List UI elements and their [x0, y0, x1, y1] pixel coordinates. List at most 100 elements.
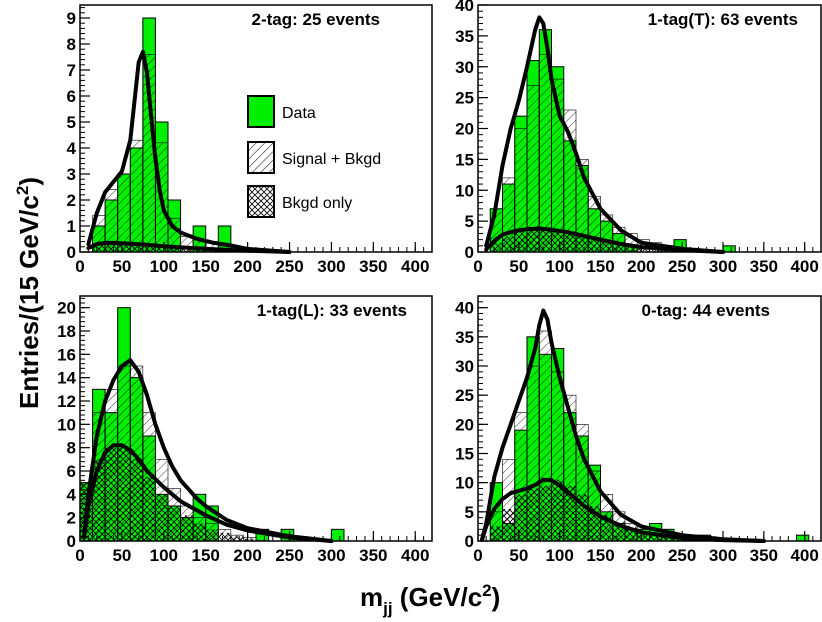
y-tick-label: 0 — [67, 243, 76, 262]
bkgd-bar — [625, 247, 638, 252]
x-tick-label: 50 — [509, 257, 528, 276]
y-tick-label: 40 — [455, 0, 474, 15]
y-tick-label: 0 — [465, 243, 474, 262]
x-tick-label: 150 — [192, 257, 220, 276]
bkgd-bar — [527, 229, 540, 252]
x-tick-label: 100 — [150, 257, 178, 276]
x-tick-label: 200 — [627, 546, 655, 565]
x-tick-label: 200 — [233, 546, 261, 565]
bkgd-bar — [205, 529, 219, 541]
y-tick-label: 16 — [57, 345, 76, 364]
x-tick-label: 0 — [473, 546, 482, 565]
bkgd-bar — [117, 242, 131, 252]
x-tick-label: 400 — [401, 257, 429, 276]
y-axis-title: Entries/(15 GeV/c2) — [13, 177, 44, 409]
y-tick-label: 25 — [455, 386, 474, 405]
bkgd-bar — [193, 523, 206, 541]
x-tick-label: 400 — [790, 257, 818, 276]
y-tick-label: 1 — [67, 217, 76, 236]
bkgd-bar — [563, 232, 576, 252]
legend-data-label: Data — [282, 105, 316, 122]
x-tick-label: 350 — [750, 546, 778, 565]
x-tick-label: 250 — [275, 257, 303, 276]
bkgd-bar — [130, 459, 143, 541]
y-tick-label: 5 — [465, 212, 474, 231]
y-tick-label: 8 — [67, 439, 76, 458]
x-tick-label: 200 — [233, 257, 261, 276]
y-tick-label: 3 — [67, 165, 76, 184]
bkgd-bar — [168, 506, 181, 541]
bkgd-bar — [661, 536, 674, 541]
panel-2tag: 0 1 2 3 4 5 6 7 8 9 0 50 100 150 200 250 300 350 400 2-tag:… — [67, 4, 433, 276]
bkgd-bar — [649, 250, 662, 252]
bkgd-bar — [180, 248, 194, 252]
bkgd-bar — [600, 241, 613, 252]
x-tick-label: 350 — [359, 546, 387, 565]
x-tick-label: 300 — [709, 257, 737, 276]
bkgd-bar — [551, 479, 564, 541]
bkgd-bar — [130, 244, 143, 252]
legend: Data Signal + Bkgd Bkgd only — [247, 95, 381, 218]
y-tick-label: 2 — [67, 509, 76, 528]
bkgd-bar — [588, 238, 601, 252]
data-bar — [796, 534, 810, 542]
data-bar — [722, 245, 736, 253]
bkgd-bar — [180, 515, 194, 541]
y-tick-label: 15 — [455, 445, 474, 464]
bkgd-bar — [243, 538, 256, 541]
y-tick-label: 4 — [67, 485, 77, 504]
bkgd-fit-curve — [86, 240, 292, 254]
bkgd-bar — [514, 232, 527, 252]
bkgd-bar — [563, 485, 576, 541]
bkgd-bar — [92, 244, 106, 252]
y-tick-label: 2 — [67, 191, 76, 210]
legend-signal-swatch — [247, 141, 275, 174]
x-tick-label: 200 — [627, 257, 655, 276]
y-tick-label: 10 — [57, 415, 76, 434]
x-tick-label: 150 — [192, 546, 220, 565]
bkgd-bar — [230, 536, 244, 541]
y-tick-label: 0 — [67, 532, 76, 551]
signal-bkgd-bar — [117, 173, 131, 253]
total-fit-curve — [484, 15, 725, 254]
bkgd-bar — [502, 508, 515, 541]
total-fit-curve — [86, 49, 292, 254]
bkgd-bar — [105, 447, 118, 541]
bkgd-fit-curve — [82, 443, 334, 543]
legend-bkgd-label: Bkgd only — [282, 195, 352, 212]
x-axis-title: mjj (GeV/c2) — [360, 581, 500, 618]
x-tick-label: 300 — [709, 546, 737, 565]
bkgd-bar — [490, 526, 503, 541]
x-tick-label: 350 — [750, 257, 778, 276]
bkgd-bar — [490, 242, 503, 252]
bkgd-bar — [142, 244, 156, 252]
x-tick-label: 400 — [401, 546, 429, 565]
bkgd-bar — [612, 244, 625, 252]
signal-bkgd-bar — [538, 54, 552, 253]
y-tick-label: 35 — [455, 27, 474, 46]
x-tick-label: 0 — [473, 257, 482, 276]
bkgd-bar — [576, 235, 589, 252]
y-tick-label: 4 — [67, 139, 77, 158]
y-tick-label: 15 — [455, 150, 474, 169]
bkgd-bar — [105, 242, 118, 252]
bkgd-bar — [142, 476, 156, 541]
bkgd-bar — [155, 245, 168, 252]
y-tick-label: 14 — [57, 369, 76, 388]
x-tick-label: 50 — [509, 546, 528, 565]
bkgd-bar — [637, 248, 650, 252]
y-tick-label: 0 — [465, 532, 474, 551]
panel-title: 1-tag(L): 33 events — [257, 301, 407, 320]
x-tick-label: 100 — [545, 546, 573, 565]
panel-title: 1-tag(T): 63 events — [648, 10, 798, 29]
bkgd-fit-curve — [480, 477, 766, 543]
x-tick-label: 100 — [545, 257, 573, 276]
y-tick-label: 20 — [455, 120, 474, 139]
y-tick-label: 18 — [57, 322, 76, 341]
y-tick-label: 10 — [455, 474, 474, 493]
y-tick-label: 8 — [67, 35, 76, 54]
y-tick-label: 35 — [455, 328, 474, 347]
legend-data-swatch — [247, 95, 275, 128]
